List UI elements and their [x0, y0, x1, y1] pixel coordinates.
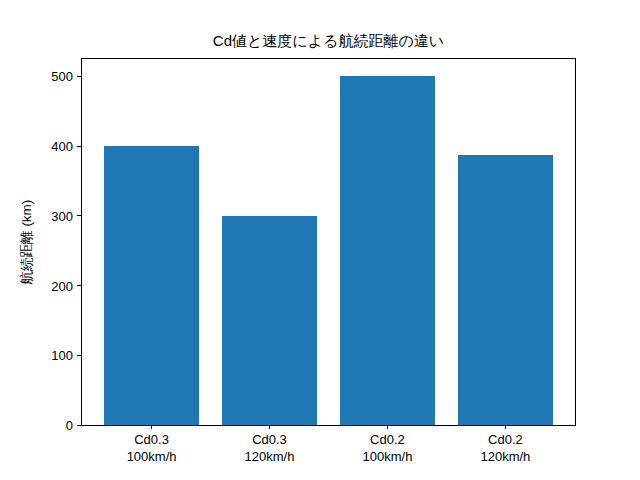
bar-3 — [458, 155, 552, 425]
y-tick-label: 400 — [51, 140, 73, 153]
chart-title: Cd値と速度による航続距離の違い — [81, 32, 576, 50]
y-tick-mark — [77, 285, 81, 286]
x-tick-mark — [151, 425, 152, 429]
y-tick-mark — [77, 146, 81, 147]
x-tick-label: Cd0.3 100km/h — [127, 432, 177, 466]
y-tick-label: 100 — [51, 349, 73, 362]
x-tick-mark — [269, 425, 270, 429]
x-tick-mark — [505, 425, 506, 429]
y-tick-label: 200 — [51, 279, 73, 292]
y-axis-label: 航続距離 (km) — [18, 200, 36, 285]
x-tick-mark — [387, 425, 388, 429]
y-tick-label: 500 — [51, 70, 73, 83]
y-tick-label: 300 — [51, 209, 73, 222]
plot-area: 0100200300400500Cd0.3 100km/hCd0.3 120km… — [81, 58, 576, 426]
y-tick-mark — [77, 355, 81, 356]
bar-0 — [104, 146, 198, 425]
y-tick-mark — [77, 425, 81, 426]
y-tick-label: 0 — [66, 419, 73, 432]
x-tick-label: Cd0.3 120km/h — [245, 432, 295, 466]
x-tick-label: Cd0.2 100km/h — [363, 432, 413, 466]
y-tick-mark — [77, 215, 81, 216]
bar-2 — [340, 76, 434, 425]
figure: Cd値と速度による航続距離の違い 航続距離 (km) 0100200300400… — [0, 0, 640, 480]
x-tick-label: Cd0.2 120km/h — [480, 432, 530, 466]
bar-1 — [222, 216, 316, 425]
y-tick-mark — [77, 76, 81, 77]
